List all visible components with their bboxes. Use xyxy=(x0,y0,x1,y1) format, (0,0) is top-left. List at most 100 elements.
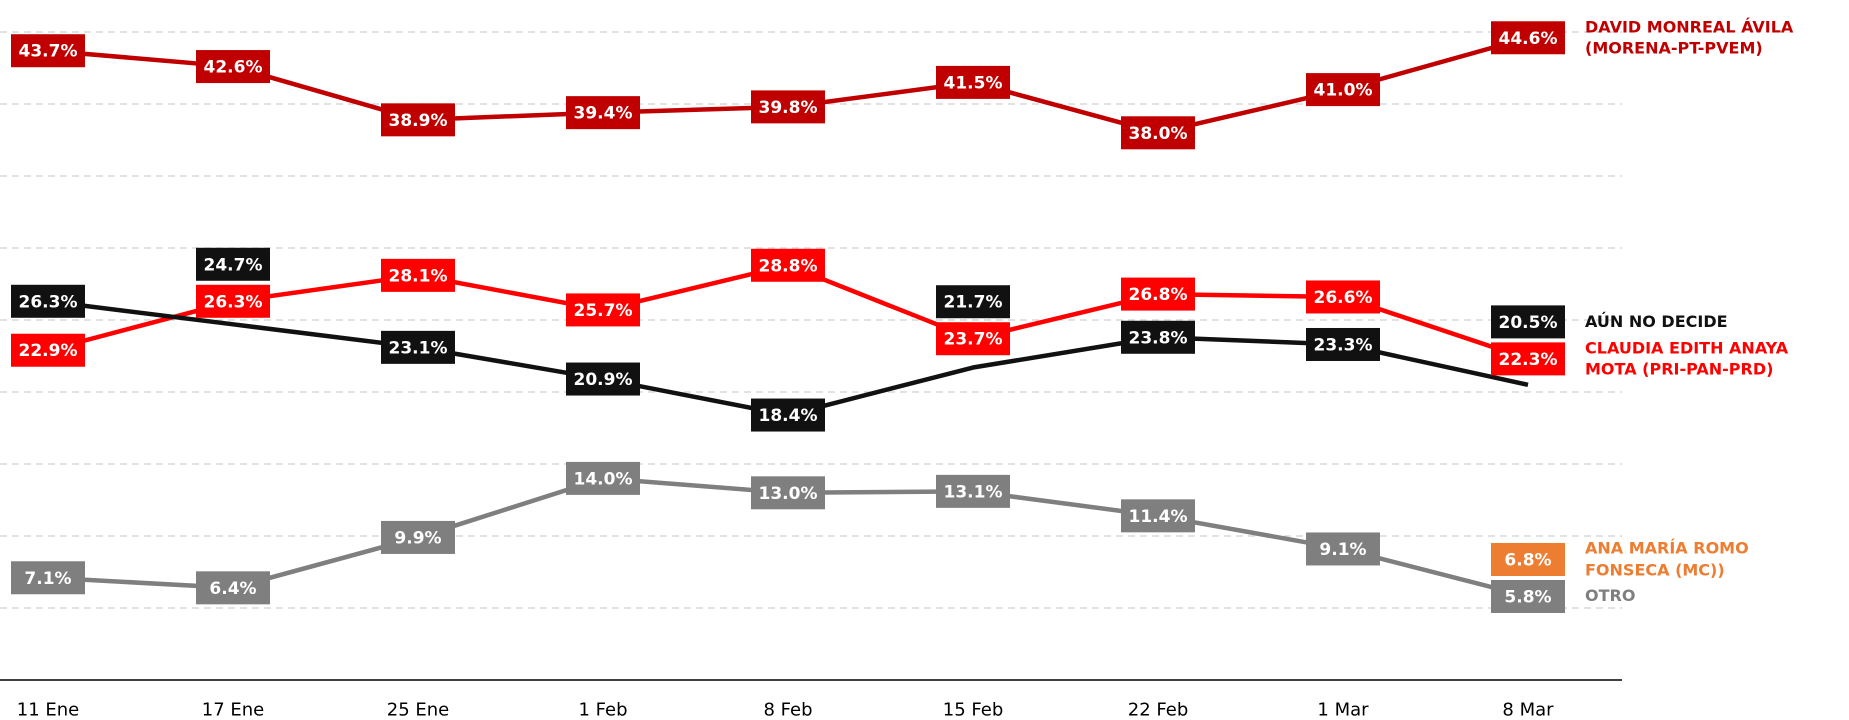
legend-label: DAVID MONREAL ÁVILA (MORENA-PT-PVEM) xyxy=(1585,17,1794,58)
point-label-box xyxy=(381,258,455,292)
point-label-box xyxy=(381,330,455,364)
point-label-box xyxy=(751,90,825,124)
data-point: 21.7% xyxy=(936,285,1010,319)
point-label: 23.7% xyxy=(944,330,1003,350)
point-label: 23.3% xyxy=(1314,335,1373,355)
point-label-box xyxy=(196,284,270,318)
point-label: 28.1% xyxy=(389,266,448,286)
data-point: 24.7% xyxy=(196,247,270,281)
point-label-box xyxy=(1491,305,1565,339)
data-point: 26.6% xyxy=(1306,280,1380,314)
point-label-box xyxy=(1121,499,1195,533)
data-point: 38.9% xyxy=(381,103,455,137)
point-label: 22.9% xyxy=(19,341,78,361)
x-tick-label: 22 Feb xyxy=(1128,700,1189,720)
point-label: 43.7% xyxy=(19,42,78,62)
data-point: 41.0% xyxy=(1306,73,1380,107)
point-label: 25.7% xyxy=(574,301,633,321)
data-point: 23.7% xyxy=(936,322,1010,356)
data-point: 9.9% xyxy=(381,520,455,554)
point-label-box xyxy=(381,103,455,137)
point-label: 28.8% xyxy=(759,256,818,276)
data-point: 13.1% xyxy=(936,474,1010,508)
point-label: 13.1% xyxy=(944,482,1003,502)
data-point: 9.1% xyxy=(1306,532,1380,566)
point-label: 39.8% xyxy=(759,98,818,118)
point-label: 38.9% xyxy=(389,111,448,131)
data-point: 7.1% xyxy=(11,561,85,595)
point-label: 18.4% xyxy=(759,406,818,426)
data-point: 26.3% xyxy=(196,284,270,318)
point-label-box xyxy=(1491,21,1565,55)
point-label: 26.6% xyxy=(1314,288,1373,308)
point-label-box xyxy=(11,284,85,318)
data-point: 20.5% xyxy=(1491,305,1565,339)
point-label-box xyxy=(936,285,1010,319)
data-point: 6.4% xyxy=(196,571,270,605)
point-label-box xyxy=(1121,277,1195,311)
point-label-box xyxy=(1121,320,1195,354)
point-label: 23.8% xyxy=(1129,328,1188,348)
point-label-box xyxy=(196,571,270,605)
point-label-box xyxy=(566,362,640,396)
point-label: 22.3% xyxy=(1499,350,1558,370)
point-label-box xyxy=(566,293,640,327)
point-label: 21.7% xyxy=(944,293,1003,313)
data-point: 26.3% xyxy=(11,284,85,318)
point-label-box xyxy=(11,333,85,367)
point-label-box xyxy=(936,65,1010,99)
point-label-box xyxy=(1491,579,1565,613)
x-tick-label: 8 Mar xyxy=(1502,700,1554,720)
point-label-box xyxy=(1306,73,1380,107)
legend-label: ANA MARÍA ROMO FONSECA (MC)) xyxy=(1585,538,1749,580)
point-label-box xyxy=(1491,342,1565,376)
point-label-box xyxy=(751,398,825,432)
point-label: 41.0% xyxy=(1314,81,1373,101)
point-label: 6.4% xyxy=(209,579,256,599)
data-point: 23.8% xyxy=(1121,320,1195,354)
legend-label: AÚN NO DECIDE xyxy=(1585,312,1728,332)
data-point: 42.6% xyxy=(196,50,270,84)
point-label-box xyxy=(1306,327,1380,361)
point-label-box xyxy=(1491,542,1565,576)
point-label-box xyxy=(566,461,640,495)
x-tick-label: 11 Ene xyxy=(17,700,79,720)
point-label: 20.9% xyxy=(574,370,633,390)
point-label: 23.1% xyxy=(389,338,448,358)
data-point: 39.8% xyxy=(751,90,825,124)
data-point: 13.0% xyxy=(751,476,825,510)
point-label: 5.8% xyxy=(1504,587,1551,607)
point-label: 9.9% xyxy=(394,528,441,548)
data-point: 20.9% xyxy=(566,362,640,396)
point-label: 42.6% xyxy=(204,58,263,78)
point-label-box xyxy=(751,476,825,510)
data-point: 23.1% xyxy=(381,330,455,364)
point-label-box xyxy=(936,322,1010,356)
data-point: 18.4% xyxy=(751,398,825,432)
point-label-box xyxy=(1306,532,1380,566)
x-tick-label: 1 Feb xyxy=(578,700,627,720)
x-tick-label: 8 Feb xyxy=(763,700,812,720)
data-point: 43.7% xyxy=(11,34,85,68)
point-label: 41.5% xyxy=(944,73,1003,93)
point-label: 11.4% xyxy=(1129,507,1188,527)
point-label: 9.1% xyxy=(1319,540,1366,560)
data-point: 22.9% xyxy=(11,333,85,367)
data-point: 14.0% xyxy=(566,461,640,495)
point-label-box xyxy=(11,561,85,595)
data-point: 28.1% xyxy=(381,258,455,292)
legend-label: OTRO xyxy=(1585,586,1636,606)
x-tick-label: 25 Ene xyxy=(387,700,449,720)
data-point: 41.5% xyxy=(936,65,1010,99)
point-label-box xyxy=(936,474,1010,508)
x-tick-label: 15 Feb xyxy=(943,700,1004,720)
data-point: 39.4% xyxy=(566,96,640,130)
point-label: 24.7% xyxy=(204,255,263,275)
data-point: 25.7% xyxy=(566,293,640,327)
point-label: 7.1% xyxy=(24,569,71,589)
point-label: 20.5% xyxy=(1499,313,1558,333)
data-point: 23.3% xyxy=(1306,327,1380,361)
point-label-box xyxy=(1121,116,1195,150)
point-label: 38.0% xyxy=(1129,124,1188,144)
